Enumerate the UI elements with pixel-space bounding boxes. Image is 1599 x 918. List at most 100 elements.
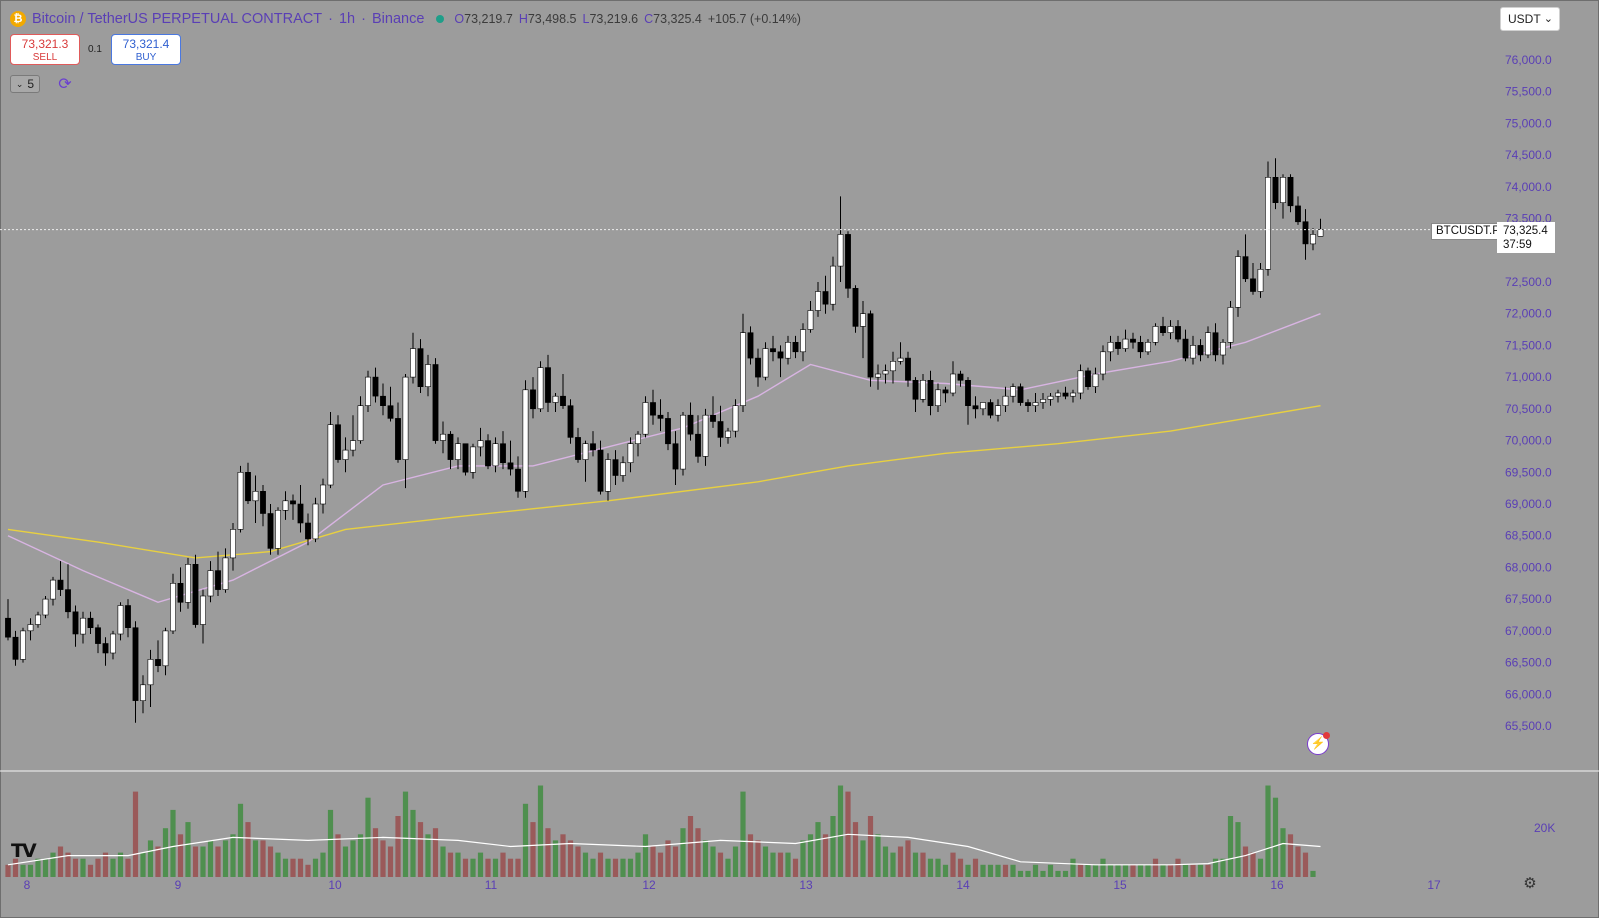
candle[interactable] bbox=[102, 643, 109, 654]
time-axis[interactable]: 8 9 10 11 12 13 14 15 16 17 bbox=[24, 878, 1441, 892]
candle[interactable] bbox=[927, 379, 934, 406]
candle[interactable] bbox=[590, 443, 596, 451]
candle[interactable] bbox=[1242, 256, 1249, 280]
candle[interactable] bbox=[125, 605, 131, 629]
candle[interactable] bbox=[1040, 398, 1046, 403]
tradingview-logo[interactable]: TV bbox=[11, 840, 37, 862]
candle[interactable] bbox=[717, 421, 724, 438]
candle[interactable] bbox=[350, 440, 356, 451]
candle[interactable] bbox=[95, 627, 101, 644]
candle[interactable] bbox=[1152, 326, 1159, 343]
candle[interactable] bbox=[260, 490, 266, 514]
candle[interactable] bbox=[1287, 177, 1294, 207]
candle[interactable] bbox=[372, 376, 379, 397]
candle[interactable] bbox=[462, 443, 469, 473]
candle[interactable] bbox=[710, 414, 716, 422]
candle[interactable] bbox=[567, 405, 574, 438]
candle[interactable] bbox=[642, 402, 649, 435]
candle[interactable] bbox=[995, 405, 1001, 416]
candle[interactable] bbox=[365, 376, 371, 406]
candle[interactable] bbox=[357, 405, 364, 441]
candle[interactable] bbox=[192, 563, 199, 625]
candle[interactable] bbox=[1100, 351, 1106, 375]
candle[interactable] bbox=[147, 659, 154, 686]
gear-icon[interactable]: ⚙ bbox=[1523, 875, 1537, 892]
candle[interactable] bbox=[1302, 221, 1309, 245]
candle[interactable] bbox=[680, 414, 686, 470]
candle[interactable] bbox=[410, 348, 416, 378]
volume-layer[interactable] bbox=[5, 785, 1321, 878]
price-axis[interactable]: 76,000.0 75,500.0 75,000.0 74,500.0 74,000.0… bbox=[1505, 53, 1552, 733]
candle[interactable] bbox=[575, 437, 581, 460]
candle[interactable] bbox=[327, 424, 334, 486]
candle[interactable] bbox=[1160, 326, 1166, 333]
candle[interactable] bbox=[342, 449, 349, 460]
candle[interactable] bbox=[1257, 268, 1264, 292]
candle[interactable] bbox=[1047, 395, 1054, 400]
candle[interactable] bbox=[200, 595, 206, 625]
interval-label[interactable]: 1h bbox=[338, 11, 356, 27]
candle[interactable] bbox=[785, 341, 791, 359]
indicators-toggle[interactable]: ⌄ 5 bbox=[10, 75, 40, 93]
candle[interactable] bbox=[1280, 177, 1286, 204]
candle[interactable] bbox=[1250, 278, 1256, 292]
candle[interactable] bbox=[980, 402, 986, 410]
candle[interactable] bbox=[500, 443, 506, 464]
candle[interactable] bbox=[1070, 392, 1076, 397]
order-quantity[interactable]: 0.1 bbox=[88, 44, 102, 55]
candle[interactable] bbox=[12, 636, 19, 660]
candle[interactable] bbox=[312, 503, 319, 540]
candle[interactable] bbox=[1115, 341, 1121, 349]
candle[interactable] bbox=[305, 522, 311, 540]
candle[interactable] bbox=[42, 598, 49, 616]
candle[interactable] bbox=[177, 582, 184, 603]
candle[interactable] bbox=[837, 234, 844, 267]
candle[interactable] bbox=[987, 402, 994, 416]
candle[interactable] bbox=[1295, 205, 1301, 223]
candle[interactable] bbox=[1122, 338, 1129, 349]
candle[interactable] bbox=[897, 357, 904, 362]
candle[interactable] bbox=[387, 405, 394, 419]
candle[interactable] bbox=[290, 500, 296, 505]
candle[interactable] bbox=[972, 405, 979, 410]
candle[interactable] bbox=[920, 379, 926, 400]
candle[interactable] bbox=[890, 360, 896, 372]
candle[interactable] bbox=[50, 579, 56, 600]
candle[interactable] bbox=[530, 389, 536, 410]
currency-select[interactable]: USDT ⌄ bbox=[1500, 7, 1560, 31]
candle[interactable] bbox=[777, 351, 784, 359]
candle[interactable] bbox=[1077, 370, 1084, 394]
symbol-name[interactable]: Bitcoin / TetherUS PERPETUAL CONTRACT bbox=[32, 11, 323, 27]
candle[interactable] bbox=[747, 332, 754, 359]
candle[interactable] bbox=[1265, 177, 1271, 270]
candle[interactable] bbox=[515, 468, 521, 492]
candle[interactable] bbox=[267, 513, 274, 549]
candle[interactable] bbox=[380, 395, 386, 407]
candle[interactable] bbox=[665, 418, 671, 445]
candle[interactable] bbox=[627, 443, 634, 464]
candle[interactable] bbox=[830, 265, 836, 305]
candle[interactable] bbox=[1130, 338, 1136, 343]
candle[interactable] bbox=[597, 449, 604, 492]
candle[interactable] bbox=[852, 287, 859, 327]
candle[interactable] bbox=[1017, 386, 1024, 403]
ma-fast-line[interactable] bbox=[7, 313, 1321, 604]
candle[interactable] bbox=[875, 373, 881, 378]
candle[interactable] bbox=[170, 582, 176, 632]
candle[interactable] bbox=[800, 329, 806, 353]
candle[interactable] bbox=[1227, 307, 1234, 343]
candle[interactable] bbox=[1272, 177, 1279, 204]
candle[interactable] bbox=[695, 433, 701, 457]
candle[interactable] bbox=[942, 389, 949, 394]
candle[interactable] bbox=[275, 509, 281, 549]
candle[interactable] bbox=[215, 570, 221, 590]
candle[interactable] bbox=[732, 405, 739, 432]
candle[interactable] bbox=[725, 430, 731, 438]
candle[interactable] bbox=[1182, 338, 1189, 359]
candle[interactable] bbox=[245, 471, 251, 502]
candle[interactable] bbox=[417, 348, 424, 388]
candle[interactable] bbox=[950, 373, 956, 394]
candle[interactable] bbox=[702, 414, 709, 457]
candle[interactable] bbox=[1010, 386, 1016, 397]
